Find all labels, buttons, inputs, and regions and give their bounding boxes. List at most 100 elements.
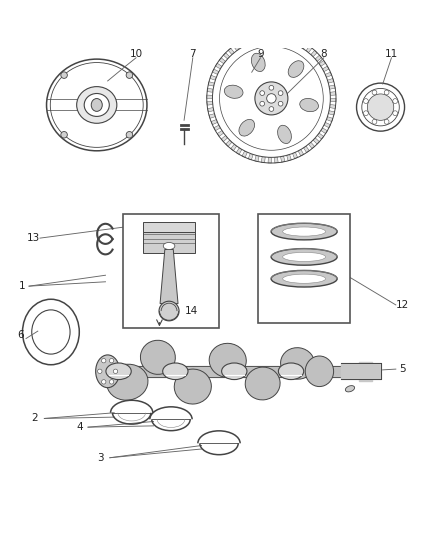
Polygon shape <box>251 36 256 42</box>
Polygon shape <box>329 85 335 89</box>
Polygon shape <box>207 95 212 99</box>
Circle shape <box>278 91 283 95</box>
Polygon shape <box>215 63 222 69</box>
Polygon shape <box>211 119 218 125</box>
Polygon shape <box>221 135 228 142</box>
Polygon shape <box>330 104 336 109</box>
Polygon shape <box>231 144 237 151</box>
Polygon shape <box>308 142 314 149</box>
Circle shape <box>357 83 405 131</box>
Text: 12: 12 <box>396 300 409 310</box>
Circle shape <box>260 101 265 106</box>
Ellipse shape <box>209 343 246 377</box>
Ellipse shape <box>239 119 254 136</box>
Circle shape <box>269 107 274 111</box>
Polygon shape <box>298 149 304 156</box>
Polygon shape <box>208 82 215 86</box>
Circle shape <box>212 39 330 157</box>
Polygon shape <box>313 138 319 144</box>
Bar <box>143 231 195 253</box>
Polygon shape <box>254 155 259 161</box>
Polygon shape <box>258 35 262 41</box>
Circle shape <box>384 90 389 95</box>
Ellipse shape <box>346 385 355 392</box>
Circle shape <box>126 132 133 138</box>
Ellipse shape <box>106 363 131 379</box>
Polygon shape <box>326 117 333 122</box>
Polygon shape <box>261 157 265 163</box>
Polygon shape <box>208 108 214 112</box>
Polygon shape <box>219 58 226 64</box>
Polygon shape <box>317 133 324 139</box>
Ellipse shape <box>106 364 148 400</box>
Polygon shape <box>281 156 285 162</box>
Circle shape <box>372 90 377 95</box>
Ellipse shape <box>163 243 175 249</box>
Polygon shape <box>284 35 288 42</box>
Polygon shape <box>160 249 178 304</box>
Text: 8: 8 <box>321 49 327 59</box>
Ellipse shape <box>271 270 337 287</box>
Polygon shape <box>275 157 278 163</box>
Polygon shape <box>286 155 291 161</box>
Ellipse shape <box>32 310 70 354</box>
Circle shape <box>110 359 114 363</box>
Circle shape <box>362 88 399 126</box>
Circle shape <box>102 359 106 363</box>
Polygon shape <box>325 72 332 77</box>
Polygon shape <box>315 55 321 61</box>
Ellipse shape <box>245 367 280 400</box>
Polygon shape <box>328 111 335 115</box>
Circle shape <box>98 369 102 374</box>
Polygon shape <box>311 51 317 56</box>
Polygon shape <box>217 131 224 136</box>
Text: 11: 11 <box>385 49 398 59</box>
Circle shape <box>255 82 288 115</box>
Polygon shape <box>228 48 234 54</box>
Bar <box>258 214 350 323</box>
Circle shape <box>372 119 377 124</box>
Ellipse shape <box>281 348 314 379</box>
Circle shape <box>364 111 368 116</box>
Polygon shape <box>322 66 329 71</box>
Polygon shape <box>330 92 336 95</box>
Circle shape <box>367 94 394 120</box>
Text: 10: 10 <box>130 49 143 59</box>
Polygon shape <box>212 69 219 75</box>
Circle shape <box>61 72 67 78</box>
Polygon shape <box>209 114 215 118</box>
Ellipse shape <box>77 87 117 123</box>
Polygon shape <box>278 34 282 40</box>
Text: 5: 5 <box>399 364 406 374</box>
Polygon shape <box>272 34 275 39</box>
Ellipse shape <box>141 340 175 374</box>
Ellipse shape <box>283 227 325 236</box>
Polygon shape <box>223 53 230 59</box>
Text: 7: 7 <box>190 49 196 59</box>
Ellipse shape <box>288 61 304 77</box>
Polygon shape <box>268 157 272 163</box>
Ellipse shape <box>279 363 304 379</box>
Polygon shape <box>306 46 312 53</box>
Circle shape <box>269 85 274 90</box>
Text: 4: 4 <box>77 422 84 432</box>
Ellipse shape <box>251 53 265 71</box>
Text: 13: 13 <box>27 233 40 243</box>
Ellipse shape <box>46 59 147 151</box>
Polygon shape <box>226 140 232 147</box>
Ellipse shape <box>159 301 179 321</box>
Circle shape <box>364 99 368 103</box>
Ellipse shape <box>300 99 318 111</box>
Circle shape <box>113 369 118 374</box>
Polygon shape <box>321 128 327 134</box>
Polygon shape <box>233 44 239 51</box>
Circle shape <box>278 101 283 106</box>
Ellipse shape <box>271 248 337 265</box>
Ellipse shape <box>174 369 212 404</box>
Bar <box>143 222 195 231</box>
Polygon shape <box>248 154 253 160</box>
Polygon shape <box>293 152 298 159</box>
Circle shape <box>393 99 398 103</box>
Text: 1: 1 <box>18 281 25 291</box>
Polygon shape <box>210 75 216 80</box>
